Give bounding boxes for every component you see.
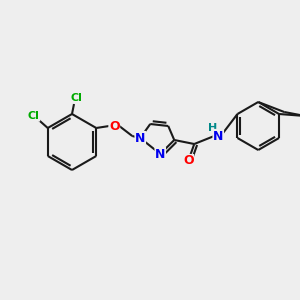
Text: Cl: Cl [70,93,82,103]
Text: H: H [208,123,217,133]
Text: O: O [109,119,120,133]
Text: N: N [135,131,146,145]
Text: O: O [183,154,194,167]
Text: N: N [155,148,165,160]
Text: Cl: Cl [28,111,40,121]
Text: N: N [213,130,224,142]
